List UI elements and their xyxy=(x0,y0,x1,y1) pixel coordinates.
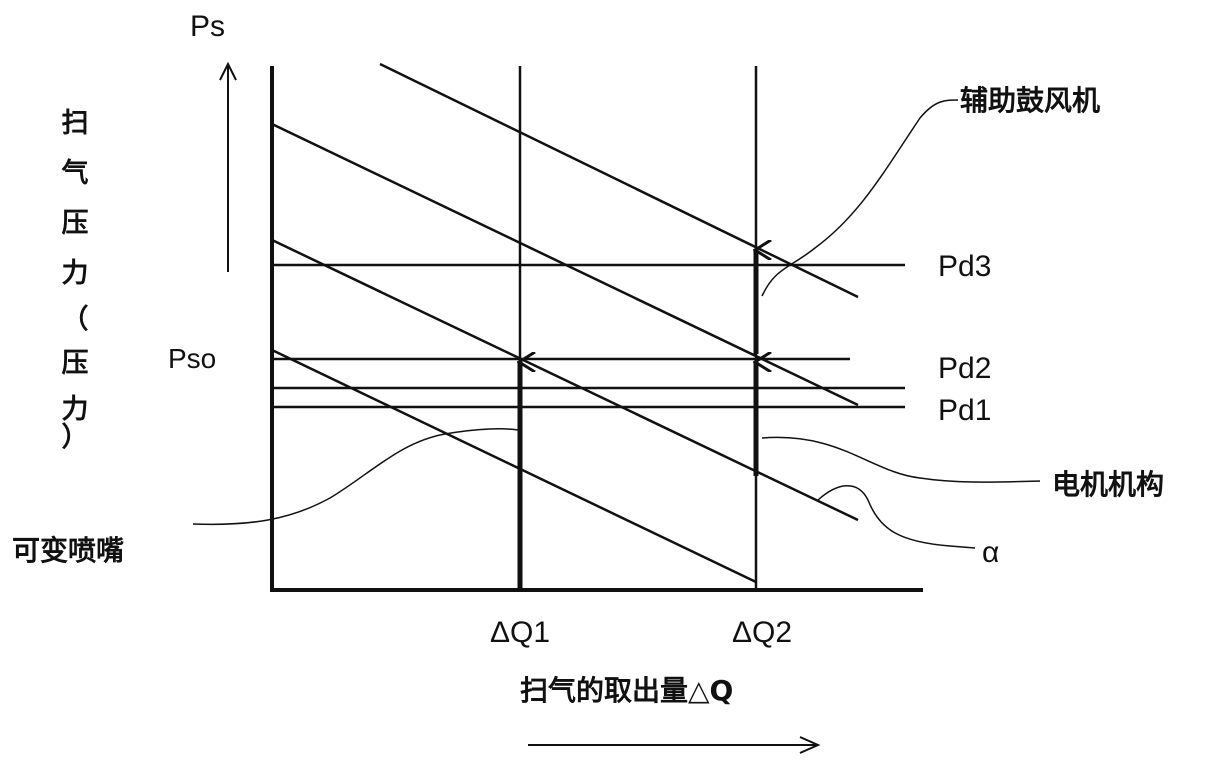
pd2-label: Pd2 xyxy=(938,352,991,385)
pd1-label: Pd1 xyxy=(938,394,991,427)
y-axis-title-char: 压 xyxy=(62,348,89,379)
motor-mechanism-label: 电机机构 xyxy=(1052,468,1164,501)
y-axis-title-char: 力 xyxy=(62,394,89,425)
y-axis-title-char: 力 xyxy=(62,258,89,289)
y-axis-title-char: ） xyxy=(62,422,89,453)
y-axis-title-char: 气 xyxy=(61,158,89,189)
characteristic-line-4 xyxy=(271,348,757,584)
characteristic-line-1 xyxy=(379,62,859,299)
y-axis-symbol: Ps xyxy=(190,10,225,43)
characteristic-line-3 xyxy=(271,238,859,522)
y-axis-title: 扫 气 压 力 （ 压 力 ） xyxy=(61,108,89,453)
alpha-label: α xyxy=(982,536,999,569)
x-axis-title: 扫气的取出量△Q xyxy=(520,674,733,707)
auxiliary-blower-leader xyxy=(761,99,959,297)
dq1-tick-label: ΔQ1 xyxy=(490,616,550,649)
y-axis-title-char: 压 xyxy=(62,208,89,239)
x-direction-arrowhead xyxy=(799,736,821,754)
dq2-tick-label: ΔQ2 xyxy=(732,616,792,649)
variable-nozzle-leader xyxy=(192,428,519,526)
y-axis-title-char: 扫 xyxy=(62,108,89,139)
y-axis-title-char: （ xyxy=(62,304,89,335)
y-direction-arrowhead xyxy=(219,61,237,81)
pd3-label: Pd3 xyxy=(938,250,991,283)
auxiliary-blower-label: 辅助鼓风机 xyxy=(960,84,1100,117)
alpha-leader xyxy=(817,485,976,549)
variable-nozzle-label: 可变喷嘴 xyxy=(12,534,124,567)
motor-mechanism-leader xyxy=(761,436,1041,483)
pso-label: Pso xyxy=(168,343,216,374)
